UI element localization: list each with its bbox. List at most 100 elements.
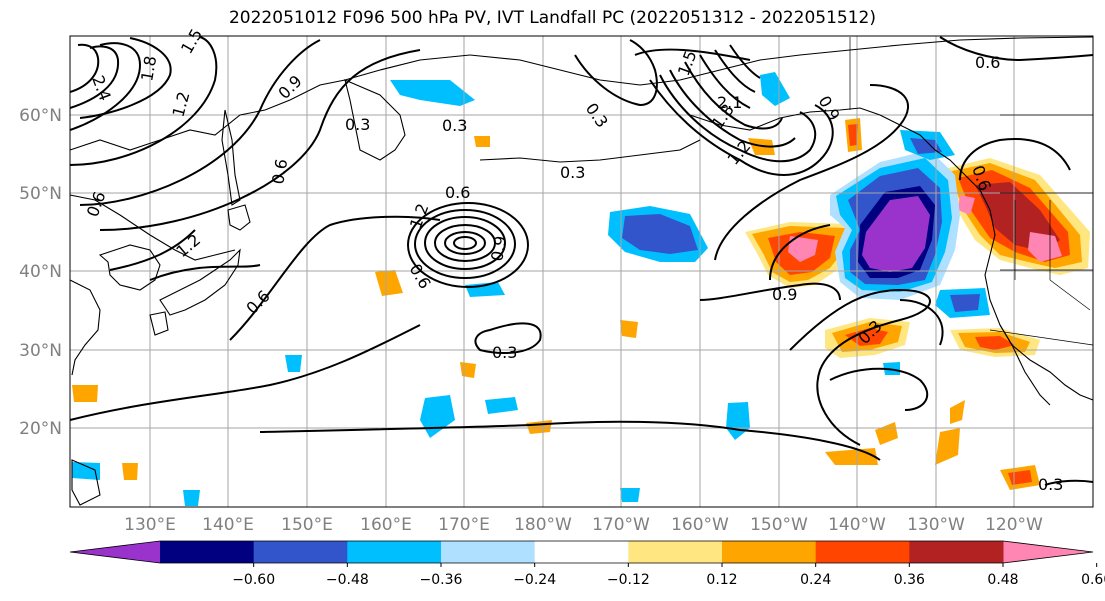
borders bbox=[849, 37, 1094, 346]
colorbar-tick-label: −0.36 bbox=[420, 572, 463, 588]
anomaly-pos-w3 bbox=[460, 362, 476, 378]
anomaly-pos-w7 bbox=[474, 136, 490, 147]
coast-alaska bbox=[469, 36, 1094, 86]
contour-label: 0.6 bbox=[445, 183, 470, 202]
colorbar-outline bbox=[69, 540, 1094, 564]
colorbar-tick-label: 0.36 bbox=[894, 572, 925, 588]
colorbar-tick-label: 0.60 bbox=[1081, 572, 1105, 588]
anomaly-pos-w2 bbox=[620, 320, 638, 338]
coast-aleutians bbox=[479, 139, 701, 163]
colorbar-swatch bbox=[909, 541, 1004, 563]
lat-label: 30°N bbox=[19, 341, 62, 361]
anomaly-neg-s3 bbox=[726, 402, 750, 440]
anomaly-neg-center-5 bbox=[862, 196, 930, 272]
anomaly-neg-s7 bbox=[183, 490, 200, 506]
lon-label: 140°E bbox=[202, 515, 254, 535]
coast-baja bbox=[999, 324, 1051, 406]
colorbar-swatch bbox=[722, 541, 817, 563]
lon-label: 160°W bbox=[671, 515, 729, 535]
colorbar-extend-high bbox=[1003, 541, 1093, 563]
anomaly-pos-gulf-alaska-peak bbox=[788, 236, 818, 262]
colorbar-swatch bbox=[534, 541, 629, 563]
map-frame bbox=[69, 35, 1094, 508]
contour-label: 0.6 bbox=[975, 53, 1000, 72]
colorbar-swatch bbox=[441, 541, 536, 563]
anomaly-pos-mid-1-core bbox=[845, 328, 888, 346]
shading-layer bbox=[72, 72, 1090, 506]
colorbar: −0.60 −0.48 −0.36 −0.24 −0.12 0.12 0.24 0.36 0.4… bbox=[69, 540, 1105, 588]
anomaly-neg-s6 bbox=[620, 488, 640, 502]
anomaly-pos-se4 bbox=[950, 400, 965, 424]
coast-hokkaido bbox=[227, 204, 251, 231]
colorbar-swatch bbox=[628, 541, 723, 563]
anomaly-pos-se2 bbox=[825, 448, 878, 465]
lon-label: 140°W bbox=[828, 515, 886, 535]
contour-label: 0.6 bbox=[268, 157, 291, 185]
coast-sakhalin bbox=[221, 109, 241, 206]
coast-kamchatka bbox=[344, 79, 406, 161]
contour-label: 1.2 bbox=[406, 201, 433, 231]
anomaly-pos-se1 bbox=[875, 422, 898, 445]
contour-label: 1.5 bbox=[674, 48, 701, 78]
contour-label: 0.3 bbox=[345, 115, 370, 134]
contour-label: 0.6 bbox=[406, 261, 435, 293]
contour-label: 0.3 bbox=[492, 343, 517, 362]
colorbar-tick-label: −0.60 bbox=[232, 572, 275, 588]
contour-label: 0.9 bbox=[487, 234, 510, 262]
colorbar-swatch bbox=[253, 541, 348, 563]
coast-japan-honshu bbox=[159, 248, 241, 316]
colorbar-tick-label: 0.24 bbox=[800, 572, 831, 588]
contour-label: 0.6 bbox=[242, 286, 273, 317]
anomaly-neg-s2 bbox=[485, 397, 518, 414]
coast-korea bbox=[98, 244, 161, 291]
figure-title: 2022051012 F096 500 hPa PV, IVT Landfall… bbox=[228, 8, 876, 28]
anomaly-neg-mid-core bbox=[622, 214, 698, 254]
colorbar-tick-label: −0.12 bbox=[607, 572, 650, 588]
lat-label: 50°N bbox=[19, 184, 62, 204]
lon-label: 130°E bbox=[124, 515, 176, 535]
lon-label: 120°W bbox=[985, 515, 1043, 535]
colorbar-swatch bbox=[160, 541, 255, 563]
contour-label: 1.8 bbox=[137, 54, 160, 82]
coast-china bbox=[69, 279, 101, 376]
coast-manchuria bbox=[69, 194, 236, 261]
colorbar-tick-label: −0.24 bbox=[513, 572, 556, 588]
contour-label: 0.6 bbox=[83, 189, 110, 219]
coast-philippines bbox=[71, 459, 101, 506]
contour-label: 0.9 bbox=[772, 285, 797, 304]
anomaly-neg-s1 bbox=[420, 395, 455, 438]
contour-label: 2.1 bbox=[717, 93, 742, 112]
lat-label: 40°N bbox=[19, 262, 62, 282]
contour-label: 0.3 bbox=[442, 116, 467, 135]
colorbar-swatch bbox=[815, 541, 910, 563]
lon-label: 150°W bbox=[750, 515, 808, 535]
colorbar-extend-low bbox=[70, 541, 160, 563]
colorbar-tick-label: −0.48 bbox=[326, 572, 369, 588]
anomaly-pos-mid-2-core bbox=[975, 336, 1015, 350]
anomaly-neg-s5 bbox=[285, 355, 302, 372]
lat-label: 60°N bbox=[19, 106, 62, 126]
colorbar-swatch bbox=[347, 541, 442, 563]
anomaly-pos-w4 bbox=[72, 385, 98, 402]
lon-label: 160°E bbox=[360, 515, 412, 535]
colorbar-tick-label: 0.12 bbox=[706, 572, 737, 588]
coastlines bbox=[69, 36, 1094, 506]
coast-asia bbox=[69, 54, 471, 151]
contour-label: 0.3 bbox=[560, 163, 585, 182]
contour-label: 1.2 bbox=[172, 230, 204, 261]
anomaly-pos-w1 bbox=[375, 270, 403, 296]
contour-label: 0.3 bbox=[582, 99, 612, 131]
anomaly-pos-alaska-core bbox=[848, 124, 858, 146]
anomaly-neg-np bbox=[390, 80, 475, 106]
coast-alaska-south bbox=[689, 107, 1094, 401]
anomaly-pos-w5 bbox=[122, 463, 138, 480]
contour-label: 0.9 bbox=[815, 93, 844, 125]
anomaly-neg-s4 bbox=[465, 282, 505, 297]
anomaly-pos-w6 bbox=[526, 420, 552, 434]
lon-label: 170°E bbox=[438, 515, 490, 535]
anomaly-neg-east-core bbox=[950, 294, 980, 312]
anomaly-pos-pnw-peak bbox=[1028, 232, 1062, 262]
anomaly-neg-ak-core bbox=[910, 138, 942, 154]
pv-contours bbox=[69, 36, 1094, 486]
